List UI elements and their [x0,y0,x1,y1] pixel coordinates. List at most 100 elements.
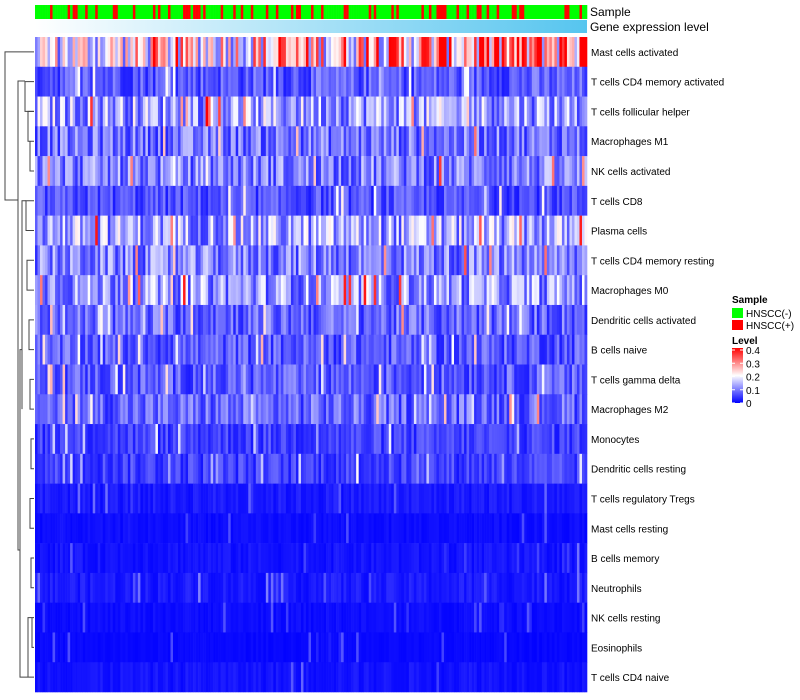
heatmap-cell [383,364,387,395]
heatmap-cell [62,126,66,157]
heatmap-cell [263,215,267,246]
heatmap-cell [97,572,101,603]
heatmap-cell [481,37,485,68]
heatmap-cell [152,543,156,574]
heatmap-cell [37,126,41,157]
heatmap-cell [561,126,565,157]
heatmap-cell [180,632,184,663]
heatmap-cell [42,424,46,455]
heatmap-cell [165,304,169,336]
heatmap-cell [275,245,279,276]
heatmap-cell [295,66,299,97]
heatmap-cell [115,245,119,276]
heatmap-cell [155,483,159,514]
heatmap-cell [228,215,232,246]
heatmap-cell [105,96,109,127]
heatmap-cell [341,66,344,97]
heatmap-cell [328,275,332,306]
heatmap-cell [401,156,405,187]
heatmap-cell [125,185,129,216]
heatmap-cell [195,334,199,365]
heatmap-cell [536,66,540,97]
sample-cell [373,5,377,19]
heatmap-cell [52,364,56,395]
heatmap-cell [431,304,435,336]
heatmap-cell [393,334,397,365]
heatmap-cell [451,126,455,157]
sample-cell [112,5,116,19]
heatmap-cell [75,602,78,633]
heatmap-cell [195,304,199,336]
heatmap-cell [178,37,181,68]
heatmap-cell [295,364,299,395]
heatmap-cell [72,572,76,603]
heatmap-cell [223,275,226,306]
heatmap-cell [135,662,139,693]
heatmap-cell [461,453,465,484]
sample-cell [561,5,565,19]
heatmap-cell [499,453,502,484]
heatmap-cell [318,483,322,514]
heatmap-cell [260,215,264,246]
heatmap-cell [524,245,528,276]
heatmap-cell [265,572,269,603]
heatmap-cell [127,304,131,336]
heatmap-cell [220,632,224,663]
sample-cell [559,5,563,19]
heatmap-cell [383,572,387,603]
heatmap-cell [438,37,442,68]
heatmap-cell [466,96,470,127]
heatmap-cell [180,453,184,484]
heatmap-cell [308,275,312,306]
heatmap-cell [65,394,68,425]
heatmap-cell [173,96,176,127]
heatmap-cell [403,602,407,633]
heatmap-cell [456,364,460,395]
heatmap-cell [260,185,264,216]
heatmap-cell [45,453,48,484]
heatmap-cell [546,66,550,97]
sample-cell [280,5,284,19]
heatmap-cell [504,364,508,395]
heatmap-cell [318,632,322,663]
heatmap-cell [579,37,583,68]
heatmap-cell [383,394,387,425]
heatmap-cell [245,156,249,187]
heatmap-cell [40,572,43,603]
heatmap-cell [258,483,262,514]
heatmap-cell [52,215,56,246]
heatmap-cell [288,275,292,306]
heatmap-cell [37,334,41,365]
heatmap-cell [531,37,535,68]
heatmap-cell [539,543,543,574]
heatmap-cell [454,602,457,633]
sample-cell [531,5,535,19]
heatmap-cell [120,662,124,693]
heatmap-cell [245,245,249,276]
heatmap-cell [411,126,415,157]
heatmap-cell [574,156,578,187]
heatmap-cell [105,334,109,365]
heatmap-cell [215,245,219,276]
heatmap-cell [230,662,234,693]
heatmap-cell [238,275,242,306]
heatmap-cell [416,66,420,97]
heatmap-cell [451,304,455,336]
heatmap-cell [208,245,211,276]
heatmap-cell [546,96,550,127]
heatmap-cell [233,334,237,365]
heatmap-cell [248,245,252,276]
heatmap-cell [125,96,129,127]
heatmap-cell [243,126,247,157]
heatmap-cell [486,96,490,127]
heatmap-cell [178,334,181,365]
heatmap-cell [391,185,395,216]
heatmap-cell [511,156,515,187]
heatmap-cell [188,275,191,306]
heatmap-cell [55,245,58,276]
heatmap-cell [105,185,109,216]
heatmap-cell [167,662,171,693]
heatmap-cell [283,424,287,455]
heatmap-cell [316,334,319,365]
heatmap-cell [258,334,262,365]
